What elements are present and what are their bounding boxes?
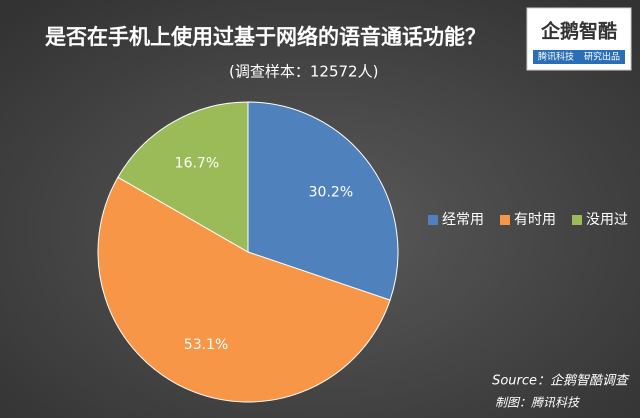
chart-title: 是否在手机上使用过基于网络的语音通话功能？: [45, 25, 486, 49]
logo-bar: [533, 50, 625, 64]
pie-slice: [247, 101, 399, 301]
legend-swatch: [500, 215, 510, 225]
pie-slice: [97, 176, 391, 403]
legend-swatch: [572, 215, 582, 225]
data-label: 30.2%: [309, 185, 353, 201]
logo-tagline: 研究出品: [584, 51, 620, 63]
legend-label: 经常用: [442, 212, 484, 228]
data-label: 53.1%: [184, 337, 228, 353]
chart-subtitle: (调查样本：12572人): [229, 63, 378, 81]
credit: 制图：腾讯科技: [495, 396, 581, 410]
data-label: 16.7%: [175, 156, 219, 172]
logo: 企鹅智酷 腾讯科技 研究出品: [526, 7, 632, 71]
source: Source：企鹅智酷调查: [492, 373, 630, 389]
logo-name: 企鹅智酷: [540, 20, 617, 43]
legend-swatch: [428, 215, 438, 225]
logo-tagline: 腾讯科技: [538, 51, 574, 63]
pie-slice: [117, 101, 249, 253]
legend-label: 没用过: [586, 212, 628, 228]
legend-label: 有时用: [514, 212, 556, 228]
